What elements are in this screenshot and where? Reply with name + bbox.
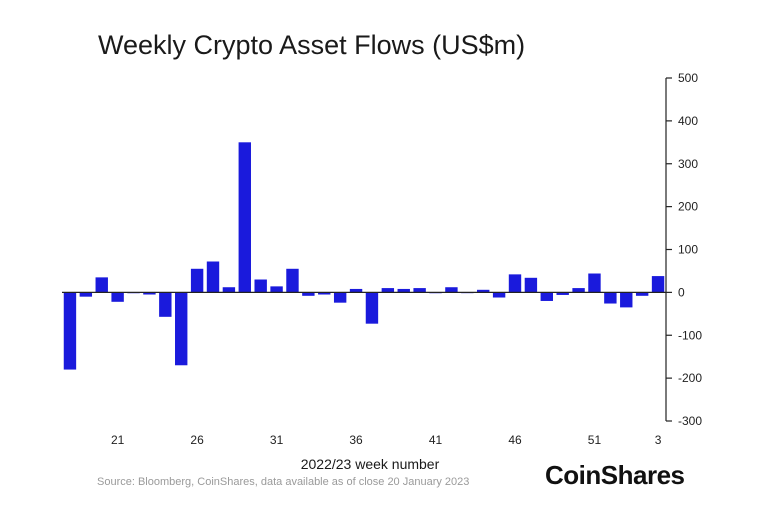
bar-week-23: [143, 292, 156, 295]
bar-week-3: [651, 276, 665, 293]
bar-week-1: [620, 292, 633, 308]
y-tick-label: 200: [678, 200, 698, 214]
bar-week-35: [333, 292, 347, 303]
bar-week-51: [588, 273, 601, 293]
y-tick-label: 100: [678, 243, 698, 257]
x-tick-label: 21: [111, 433, 125, 447]
y-tick-label: 300: [678, 157, 698, 171]
bar-week-21: [111, 292, 124, 302]
x-axis-label: 2022/23 week number: [300, 456, 440, 472]
bar-week-47: [524, 277, 538, 293]
bar-week-34: [318, 292, 331, 295]
bar-week-45: [492, 292, 506, 298]
x-axis: 21 26 31 36 41 46 51 3: [111, 433, 662, 447]
bar-week-46: [508, 274, 522, 293]
bar-week-33: [302, 292, 315, 296]
bar-week-30: [254, 279, 267, 293]
source-note: Source: Bloomberg, CoinShares, data avai…: [97, 476, 470, 488]
bar-week-31: [270, 286, 283, 293]
chart-title: Weekly Crypto Asset Flows (US$m): [98, 30, 526, 60]
x-tick-label: 31: [270, 433, 284, 447]
bar-week-37: [365, 292, 379, 324]
x-tick-label: 26: [190, 433, 204, 447]
bar-week-38: [381, 288, 395, 293]
bar-week-39: [397, 288, 410, 293]
bar-week-24: [159, 292, 172, 317]
bar-week-49: [556, 292, 569, 295]
bar-week-32: [286, 268, 299, 293]
y-tick-label: 500: [678, 71, 698, 85]
bar-week-27: [206, 261, 220, 293]
y-tick-label: 400: [678, 114, 698, 128]
bar-week-26: [190, 268, 204, 293]
bar-week-28: [222, 287, 236, 293]
bar-week-50: [572, 288, 585, 293]
x-tick-label: 36: [349, 433, 363, 447]
x-tick-label: 46: [508, 433, 522, 447]
y-tick-label: -200: [678, 371, 702, 385]
bar-week-42: [445, 287, 458, 293]
bar-week-40: [413, 288, 426, 293]
y-tick-label: -100: [678, 328, 702, 342]
y-tick-label: -300: [678, 414, 702, 428]
bar-week-29: [238, 142, 251, 293]
bar-week-2: [635, 292, 649, 296]
bar-week-44: [477, 289, 490, 293]
coinshares-logo: CoinShares: [545, 460, 685, 490]
y-axis: 500 400 300 200 100 0 -100 -200 -300: [665, 71, 702, 428]
bar-week-20: [95, 277, 108, 293]
bar-week-18: [63, 292, 77, 370]
bar-week-52: [604, 292, 617, 304]
bar-week-48: [540, 292, 553, 301]
bar-week-19: [79, 292, 93, 297]
x-tick-label: 3: [655, 433, 662, 447]
bar-week-36: [349, 288, 363, 293]
x-tick-label: 51: [588, 433, 602, 447]
bar-week-25: [175, 292, 188, 366]
y-tick-label: 0: [678, 285, 685, 299]
bars-group: [63, 142, 665, 370]
x-tick-label: 41: [429, 433, 443, 447]
